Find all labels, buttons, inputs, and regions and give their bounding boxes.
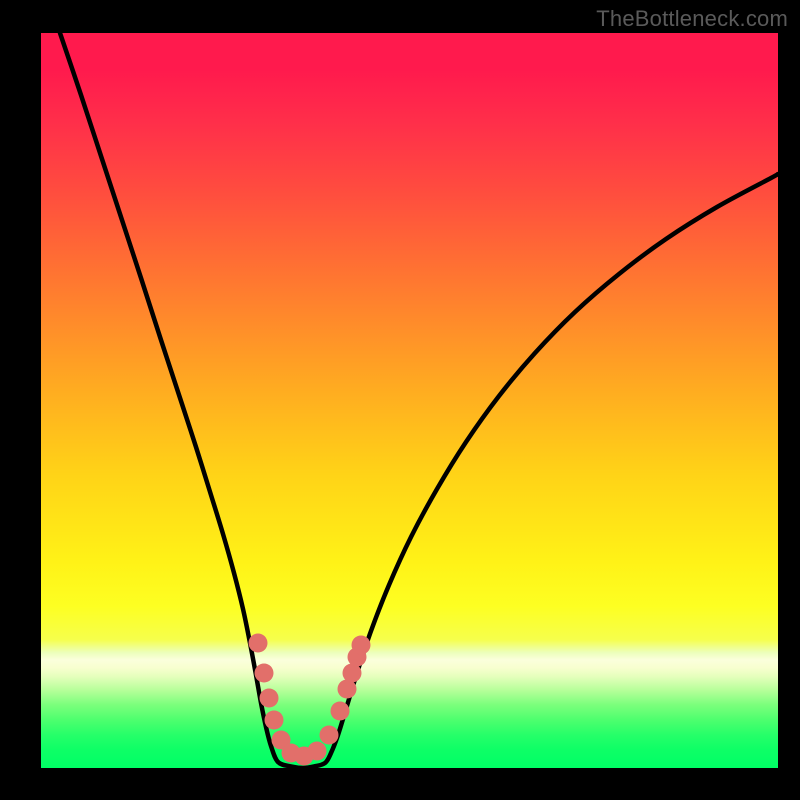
- bottleneck-gradient-background: [41, 33, 778, 768]
- plot-area: [41, 33, 778, 768]
- watermark-text: TheBottleneck.com: [596, 6, 788, 32]
